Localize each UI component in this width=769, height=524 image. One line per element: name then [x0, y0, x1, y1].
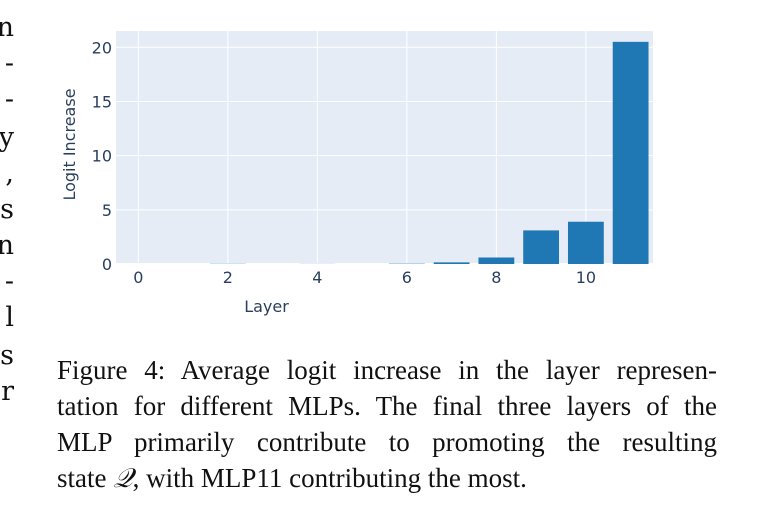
- y-axis-title: Logit Increase: [60, 88, 79, 200]
- x-tick-label: 8: [491, 268, 501, 287]
- figure-caption: Figure 4: Average logit increase in the …: [57, 352, 717, 496]
- margin-fragment: n: [0, 230, 14, 261]
- y-tick-label: 20: [92, 38, 112, 57]
- bar-layer-8: [478, 257, 515, 264]
- y-tick-label: 0: [102, 255, 112, 274]
- margin-fragment: -: [4, 84, 14, 115]
- margin-fragment: r: [1, 376, 14, 407]
- caption-line-4: state 𝒬, with MLP11 contributing the mos…: [57, 460, 717, 496]
- bar-layer-11: [612, 41, 649, 265]
- y-tick-label: 10: [92, 147, 112, 166]
- x-tick-label: 0: [133, 268, 143, 287]
- margin-fragment: s: [0, 194, 14, 225]
- bar-layer-10: [567, 221, 604, 264]
- x-tick-label: 2: [223, 268, 233, 287]
- x-tick-label: 6: [402, 268, 412, 287]
- caption-line-4-prefix: state: [57, 463, 114, 493]
- margin-fragment: l: [5, 302, 14, 333]
- bar-chart: 0 5 10 15 20 0 2 4 6 8 10 Layer Logit Increase: [60, 31, 653, 316]
- bar-layer-7: [433, 262, 470, 264]
- margin-fragment: y: [0, 122, 14, 153]
- caption-line-2: tation for different MLPs. The final thr…: [57, 391, 717, 421]
- y-tick-label: 5: [102, 201, 112, 220]
- caption-line-3: MLP primarily contribute to promoting th…: [57, 427, 717, 457]
- plot-background: [116, 31, 653, 264]
- caption-line-4-suffix: , with MLP11 contributing the most.: [132, 463, 527, 493]
- margin-fragment: -: [4, 266, 14, 297]
- margin-fragment: n: [0, 12, 14, 43]
- x-tick-labels: 0 2 4 6 8 10: [133, 268, 596, 287]
- x-tick-label: 4: [312, 268, 322, 287]
- bars: [209, 41, 649, 265]
- y-tick-label: 15: [92, 92, 112, 111]
- caption-state-symbol: 𝒬: [113, 463, 133, 493]
- bar-layer-9: [523, 230, 560, 264]
- x-axis-title: Layer: [244, 297, 289, 316]
- margin-fragment: -: [4, 48, 14, 79]
- margin-fragment: ,: [5, 158, 14, 189]
- caption-line-1: Figure 4: Average logit increase in the …: [57, 355, 717, 385]
- x-tick-label: 10: [576, 268, 596, 287]
- margin-fragment: s: [0, 340, 14, 371]
- y-tick-labels: 0 5 10 15 20: [92, 38, 112, 274]
